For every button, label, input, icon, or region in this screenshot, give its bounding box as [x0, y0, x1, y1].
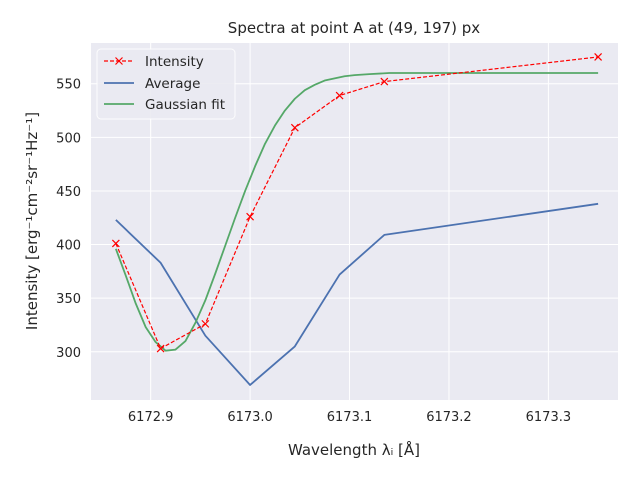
y-axis-label: Intensity [erg⁻¹cm⁻²sr⁻¹Hz⁻¹]: [23, 112, 41, 330]
intensity-point-marker: [380, 77, 389, 86]
intensity-point-marker: [246, 212, 255, 221]
gaussian-fit-series-line: [115, 72, 599, 352]
grid-lines: [91, 43, 618, 400]
y-tick-labels: 300 350 400 450 500 550: [56, 78, 81, 361]
y-tick-label: 450: [56, 185, 81, 200]
chart-title: Spectra at point A at (49, 197) px: [228, 19, 481, 37]
intensity-point-marker: [201, 319, 210, 328]
x-tick-label: 6173.2: [426, 410, 472, 425]
x-tick-label: 6173.0: [227, 410, 273, 425]
y-tick-label: 400: [56, 239, 81, 254]
legend-intensity-marker: [115, 57, 123, 65]
legend-fit-label: Gaussian fit: [145, 97, 225, 113]
average-series-line: [115, 202, 599, 386]
x-tick-label: 6172.9: [128, 410, 174, 425]
legend-average-label: Average: [145, 76, 200, 92]
y-tick-label: 550: [56, 78, 81, 93]
intensity-point-marker: [156, 344, 165, 353]
x-tick-labels: 6172.9 6173.0 6173.1 6173.2 6173.3: [128, 410, 571, 425]
intensity-point-marker: [290, 123, 299, 132]
intensity-series-line: [115, 56, 599, 350]
intensity-point-marker: [335, 91, 344, 100]
y-tick-label: 500: [56, 131, 81, 146]
intensity-point-marker: [594, 53, 603, 61]
series-layer: [111, 53, 603, 386]
legend-intensity-label: Intensity: [145, 54, 204, 70]
y-tick-label: 350: [56, 292, 81, 307]
intensity-point-marker: [111, 239, 120, 248]
x-tick-label: 6173.3: [526, 410, 572, 425]
legend: Intensity Average Gaussian fit: [96, 48, 236, 120]
x-axis-label: Wavelength λᵢ [Å]: [288, 440, 420, 459]
y-tick-label: 300: [56, 346, 81, 361]
x-tick-label: 6173.1: [327, 410, 373, 425]
legend-box: [96, 48, 236, 120]
